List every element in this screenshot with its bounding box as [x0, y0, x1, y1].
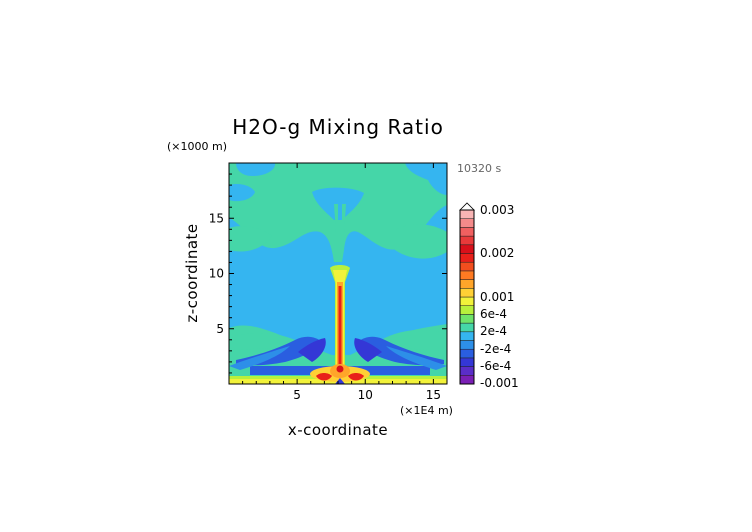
colorbar-swatch	[459, 296, 475, 306]
colorbar-label: -6e-4	[480, 359, 511, 373]
y-tick-label: 5	[216, 322, 224, 336]
colorbar-swatch	[459, 227, 475, 237]
dry-core-left	[298, 338, 326, 362]
plot-area	[229, 163, 447, 384]
colorbar-swatch	[459, 357, 475, 367]
colorbar-swatch	[459, 270, 475, 280]
updraft-red	[338, 286, 342, 372]
outflow-right	[348, 373, 364, 381]
colorbar-swatch	[459, 244, 475, 254]
colorbar-swatch	[459, 348, 475, 359]
colorbar-swatch	[459, 322, 475, 333]
colorbar-swatch	[459, 314, 475, 324]
colorbar-swatch	[459, 261, 475, 272]
upper-dry-patch-right	[405, 163, 447, 195]
colorbar-frame	[459, 209, 475, 385]
colorbar-label: 0.002	[480, 246, 514, 260]
upper-dry-patch-left	[229, 183, 255, 202]
colorbar-label: -0.001	[480, 376, 519, 390]
axes: 5 10 15 5 10 15	[209, 163, 447, 402]
colorbar-swatch	[459, 366, 475, 376]
colorbar-swatch	[459, 305, 475, 315]
colorbar-label: 6e-4	[480, 307, 507, 321]
y-tick-label: 15	[209, 211, 224, 225]
colorbar-overflow-arrow	[459, 202, 475, 211]
colorbar-label: -2e-4	[480, 342, 511, 356]
upper-dry-patch-top	[236, 163, 276, 176]
y-tick-label: 10	[209, 267, 224, 281]
x-tick-label: 10	[358, 388, 373, 402]
x-tick-label: 15	[426, 388, 441, 402]
colorbar-swatch	[459, 288, 475, 298]
colorbar-swatch	[459, 279, 475, 289]
colorbar-swatch	[459, 235, 475, 246]
lower-left-lobe	[229, 333, 300, 350]
anvil-dry-core	[312, 187, 364, 220]
colorbar-swatch	[459, 209, 475, 219]
x-axis-label: x-coordinate	[288, 421, 388, 439]
x-unit-label: (×1E4 m)	[400, 404, 453, 417]
colorbar-swatch	[459, 218, 475, 228]
colorbar-swatch	[459, 340, 475, 350]
dry-core-right	[354, 338, 382, 362]
chart-title: H2O-g Mixing Ratio	[232, 115, 444, 139]
y-axis-label: z-coordinate	[183, 223, 201, 322]
colorbar-swatch	[459, 375, 475, 385]
colorbar-label: 0.003	[480, 203, 514, 217]
time-label: 10320 s	[457, 162, 501, 175]
left-upper-lobe	[229, 226, 272, 252]
colorbar: 0.003 0.002 0.001 6e-4 2e-4 -2e-4 -6e-4 -0.001	[459, 202, 519, 390]
dry-fan-outer-left	[229, 346, 290, 370]
y-unit-label: (×1000 m)	[167, 140, 227, 153]
outflow-left	[316, 373, 332, 381]
x-tick-label: 5	[293, 388, 301, 402]
anvil-stem	[334, 204, 346, 234]
colorbar-swatch	[459, 253, 475, 263]
colorbar-label: 0.001	[480, 290, 514, 304]
right-upper-lobe	[395, 224, 447, 259]
colorbar-swatch	[459, 331, 475, 341]
updraft-core	[336, 365, 344, 373]
colorbar-label: 2e-4	[480, 324, 507, 338]
dry-fan-outer-right	[386, 346, 447, 370]
